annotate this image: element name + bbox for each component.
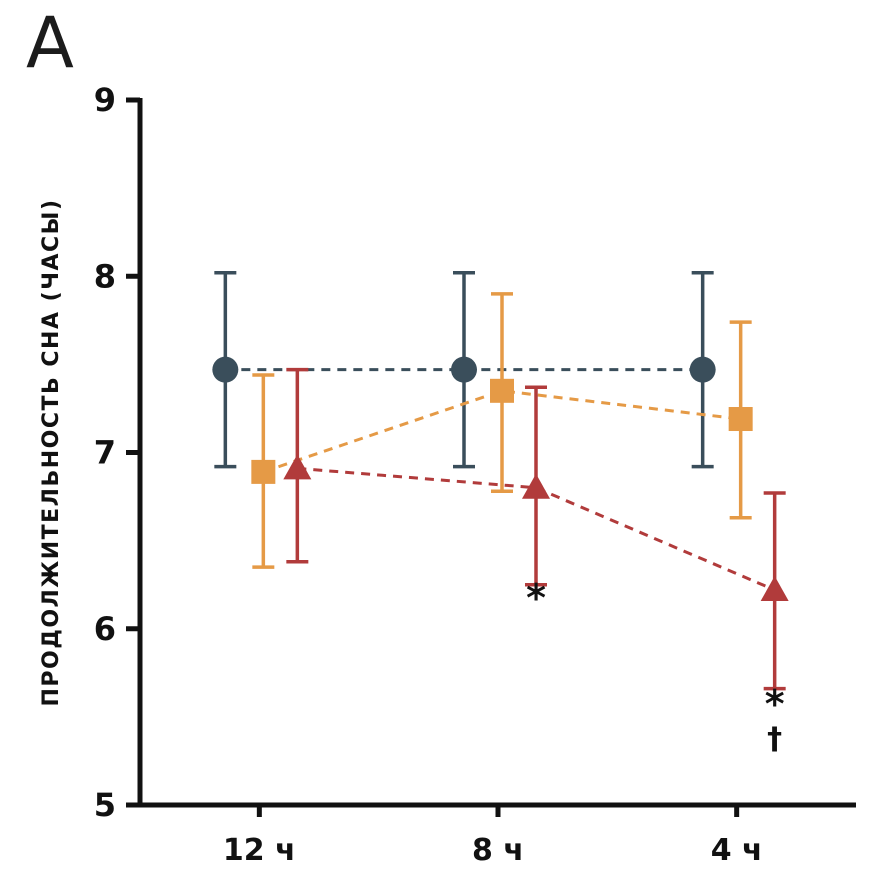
square-marker: [490, 378, 514, 403]
triangle-marker: [283, 454, 312, 480]
y-tick-label: 5: [94, 786, 116, 824]
x-tick-label: 4 ч: [711, 833, 763, 868]
triangle-marker: [522, 473, 550, 499]
square-marker: [251, 459, 276, 484]
significance-marker: *: [765, 682, 785, 726]
y-tick-label: 7: [94, 434, 116, 472]
y-tick-label: 8: [94, 257, 116, 295]
circle-marker: [689, 356, 716, 383]
panel-label: A: [26, 2, 74, 84]
square-series-line: [262, 389, 741, 474]
significance-marker: *: [526, 576, 546, 620]
y-tick-label: 6: [94, 610, 116, 648]
x-tick-label: 8 ч: [472, 833, 524, 868]
square-marker: [728, 407, 753, 432]
y-axis-title: ПРОДОЛЖИТЕЛЬНОСТЬ СНА (ЧАСЫ): [39, 198, 64, 706]
circle-marker: [451, 356, 477, 383]
circle-marker: [212, 356, 239, 383]
y-tick-label: 9: [94, 81, 116, 119]
x-tick-label: 12 ч: [223, 833, 296, 868]
triangle-marker: [760, 575, 789, 601]
significance-marker: †: [767, 722, 782, 757]
